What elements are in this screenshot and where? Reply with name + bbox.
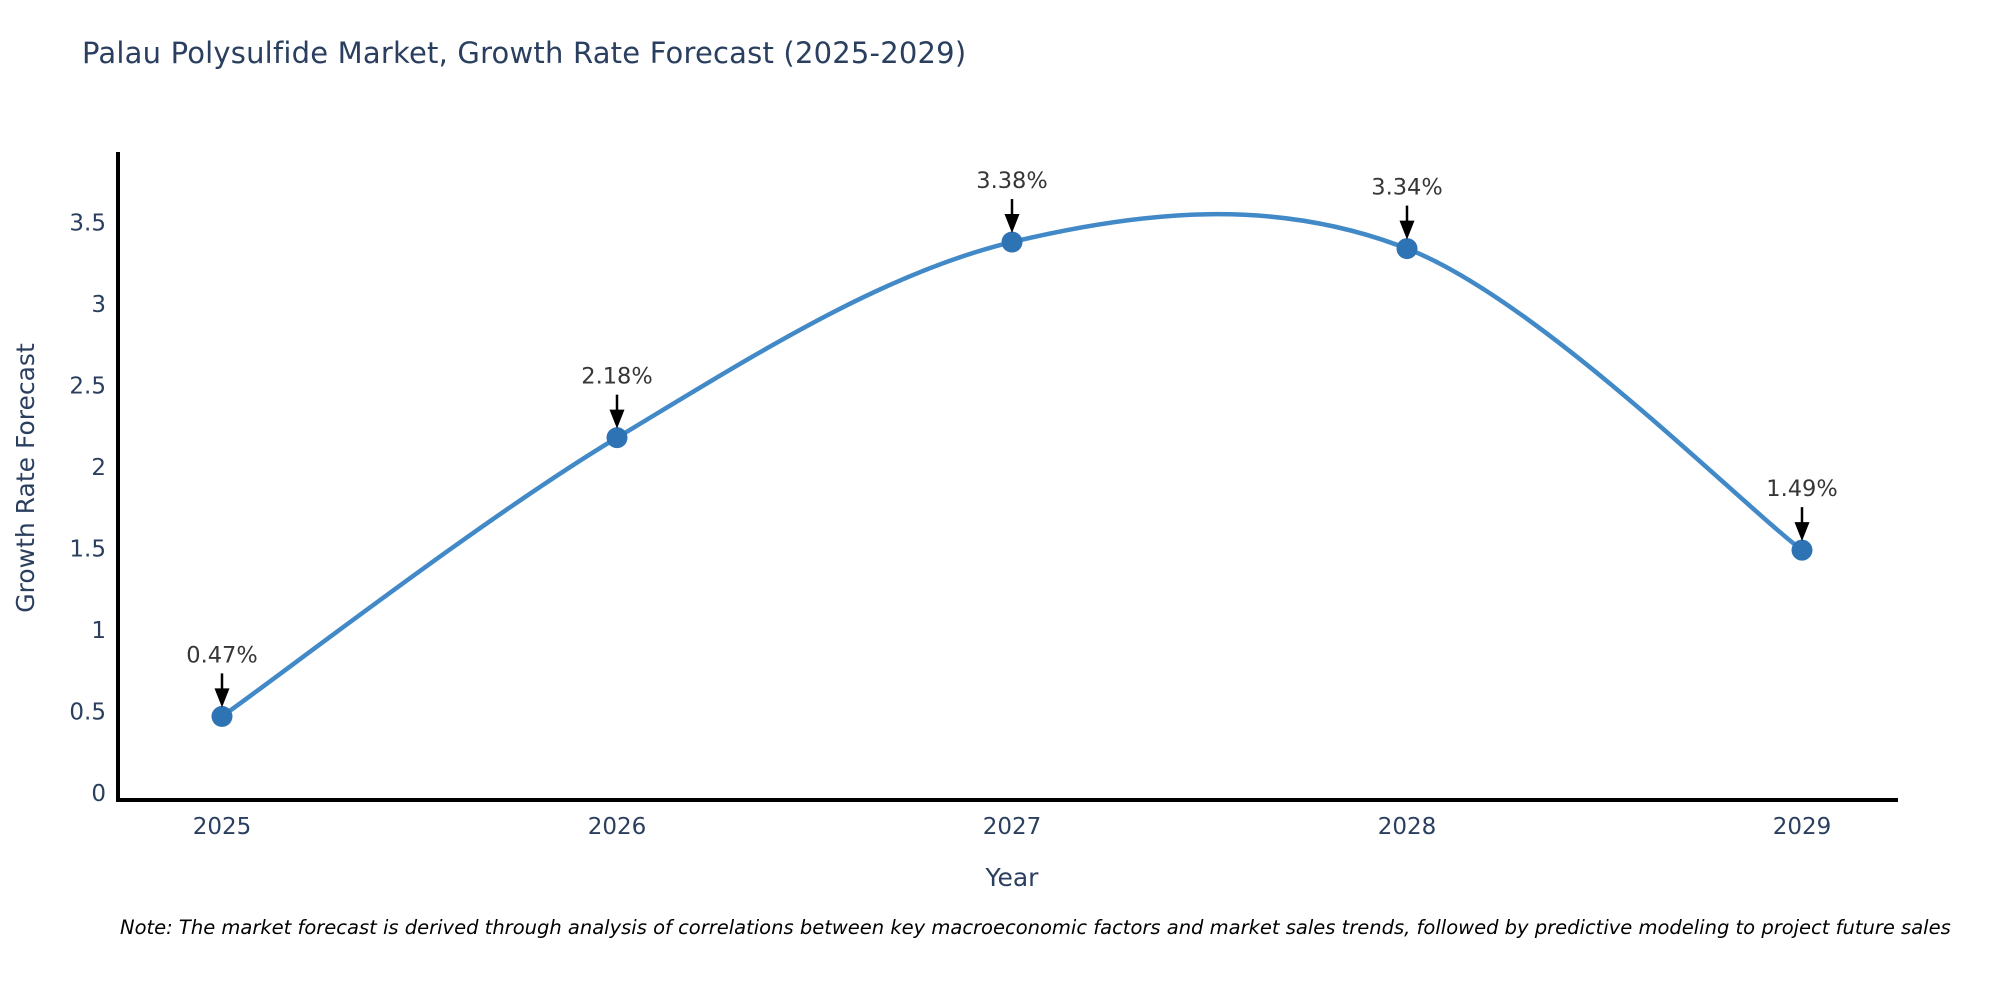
annotation-arrow-head: [609, 409, 625, 429]
y-tick-label: 0.5: [69, 700, 106, 726]
y-tick-label: 0: [91, 781, 106, 807]
data-label: 3.34%: [1371, 175, 1442, 201]
y-tick-label: 3.5: [69, 211, 106, 237]
forecast-line: [219, 211, 1805, 719]
footnote: Note: The market forecast is derived thr…: [120, 916, 1951, 939]
annotation-arrow-head: [1794, 522, 1810, 542]
x-tick-label: 2028: [1378, 814, 1437, 840]
y-tick-label: 1.5: [69, 537, 106, 563]
data-label: 2.18%: [581, 364, 652, 390]
annotation-arrow-head: [1004, 214, 1020, 234]
data-point-2025[interactable]: [211, 705, 233, 727]
annotation-arrow-head: [214, 688, 230, 708]
data-label: 1.49%: [1766, 476, 1837, 502]
data-point-2027[interactable]: [1001, 231, 1023, 253]
y-tick-label: 3: [91, 292, 106, 318]
y-tick-label: 1: [91, 618, 106, 644]
x-tick-label: 2025: [193, 814, 252, 840]
y-tick-label: 2: [91, 455, 106, 481]
x-tick-label: 2027: [983, 814, 1042, 840]
data-label: 0.47%: [186, 642, 257, 668]
data-point-2028[interactable]: [1396, 238, 1418, 260]
x-tick-label: 2029: [1773, 814, 1832, 840]
x-axis-title: Year: [985, 863, 1040, 892]
y-tick-label: 2.5: [69, 374, 106, 400]
chart-title: Palau Polysulfide Market, Growth Rate Fo…: [82, 36, 967, 70]
data-label: 3.38%: [976, 168, 1047, 194]
data-point-2026[interactable]: [606, 427, 628, 449]
annotation-arrow-head: [1399, 220, 1415, 240]
y-axis-title: Growth Rate Forecast: [11, 343, 40, 613]
x-tick-label: 2026: [588, 814, 647, 840]
data-point-2029[interactable]: [1791, 539, 1813, 561]
